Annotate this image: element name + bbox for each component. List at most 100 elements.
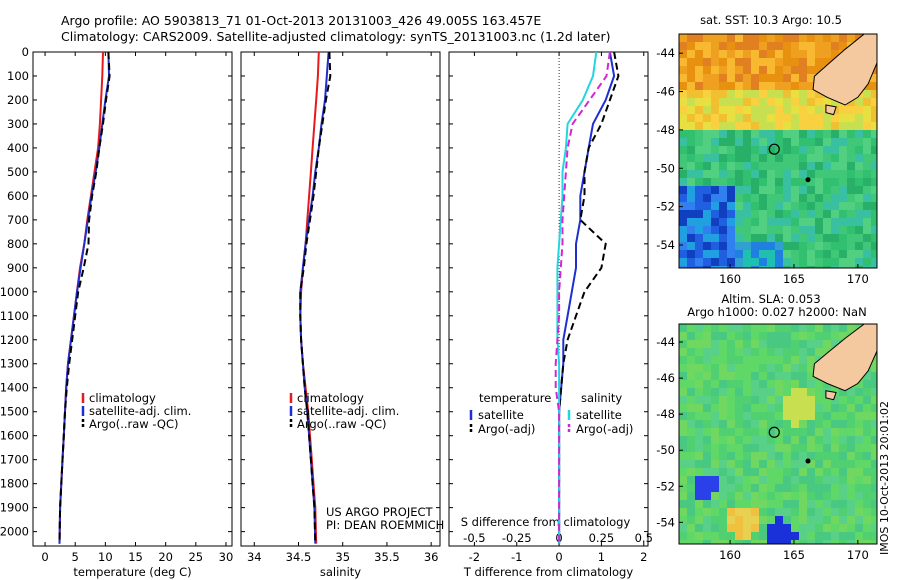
map-y-tick-label: -46 — [656, 371, 675, 385]
legend-label: Argo(..raw -QC) — [297, 417, 387, 431]
island-polygon — [825, 390, 837, 401]
map-field — [679, 324, 877, 544]
map-x-tick-label: 170 — [847, 548, 869, 562]
legend-label: satellite-adj. clim. — [297, 404, 399, 418]
legend-label: satellite — [576, 408, 622, 422]
map-y-tick-label: -46 — [656, 85, 675, 99]
depth-tick-label: 400 — [7, 141, 29, 155]
map-y-tick-label: -54 — [656, 515, 675, 529]
depth-tick-label: 1400 — [0, 381, 29, 395]
depth-tick-label: 1900 — [0, 501, 29, 515]
x-axis-label: temperature (deg C) — [73, 565, 191, 579]
sla-map-title: Altim. SLA: 0.053 — [721, 292, 820, 306]
legend-label: satellite-adj. clim. — [89, 404, 191, 418]
x-tick-label: 0 — [555, 550, 562, 564]
sst_map: 160 165 170 -44 -46 -48 -50 -52 -54 — [656, 33, 878, 286]
legend-group-title: temperature — [479, 391, 551, 405]
map-y-tick-label: -44 — [656, 335, 675, 349]
island-marker — [805, 458, 811, 464]
map-frame — [678, 323, 878, 545]
map-y-tick-label: -52 — [656, 200, 675, 214]
depth-tick-label: 1600 — [0, 429, 29, 443]
depth-tick-label: 1000 — [0, 285, 29, 299]
depth-tick-label: 100 — [7, 69, 29, 83]
island-marker — [805, 177, 811, 183]
series-salinity-argorawqc — [299, 51, 332, 544]
profile-panel-salinity: 34 34.5 35 35.5 36 salinity climatologysatelli… — [240, 51, 441, 579]
depth-tick-label: 1500 — [0, 405, 29, 419]
x-axis-label: salinity — [320, 565, 361, 579]
legend-label: climatology — [297, 391, 364, 405]
plot-frame — [240, 51, 441, 547]
map-y-tick-label: -48 — [656, 123, 675, 137]
x-tick-label: 0 — [41, 550, 48, 564]
depth-tick-label: 200 — [7, 93, 29, 107]
x-tick-label: 15 — [128, 550, 143, 564]
plot-frame — [32, 51, 233, 547]
depth-tick-label: 2000 — [0, 525, 29, 539]
pi-label: PI: DEAN ROEMMICH — [326, 518, 444, 532]
depth-tick-label: 0 — [22, 45, 29, 59]
profile-panel-temperature: 0100200300400500600700800900100011001200… — [0, 45, 233, 579]
s-tick-label: -0.5 — [463, 531, 485, 545]
map-y-tick-label: -48 — [656, 407, 675, 421]
x-tick-label: -1 — [511, 550, 522, 564]
map-y-tick-label: -50 — [656, 161, 675, 175]
legend-label: climatology — [89, 391, 156, 405]
x-tick-label: 25 — [188, 550, 203, 564]
sla_map: 160 165 170 -44 -46 -48 -50 -52 -54 — [656, 323, 878, 562]
legend-label: Argo(..raw -QC) — [89, 417, 179, 431]
legend-label: Argo(-adj) — [576, 422, 633, 436]
float-location-marker — [768, 426, 780, 438]
map-x-tick-label: 160 — [719, 548, 741, 562]
map-y-tick-label: -44 — [656, 46, 675, 60]
map-x-tick-label: 165 — [783, 272, 805, 286]
x-tick-label: 35.5 — [374, 550, 400, 564]
series-temperature-argorawqc — [58, 51, 111, 544]
map-x-tick-label: 160 — [719, 272, 741, 286]
x-tick-label: 5 — [72, 550, 79, 564]
legend-label: Argo(-adj) — [478, 422, 535, 436]
x-tick-label: 34.5 — [286, 550, 312, 564]
project-label: US ARGO PROJECT — [326, 505, 434, 519]
s-tick-label: -0.25 — [502, 531, 532, 545]
map-y-tick-label: -52 — [656, 479, 675, 493]
s-tick-label: 0.25 — [589, 531, 615, 545]
depth-tick-label: 1200 — [0, 333, 29, 347]
land-polygon — [812, 324, 877, 392]
x-tick-label: 34 — [247, 550, 262, 564]
figure-title-line2: Climatology: CARS2009. Satellite-adjuste… — [61, 29, 611, 44]
depth-tick-label: 1800 — [0, 477, 29, 491]
map-x-tick-label: 170 — [847, 272, 869, 286]
depth-tick-label: 1700 — [0, 453, 29, 467]
series-difference-argoadj — [554, 51, 611, 544]
figure-title-line1: Argo profile: AO 5903813_71 01-Oct-2013 … — [61, 13, 542, 28]
depth-tick-label: 1300 — [0, 357, 29, 371]
depth-tick-label: 1100 — [0, 309, 29, 323]
sla-map-subtitle: Argo h1000: 0.027 h2000: NaN — [687, 305, 866, 319]
x-tick-label: 36 — [424, 550, 439, 564]
island-polygon — [825, 104, 837, 116]
map-y-tick-label: -50 — [656, 443, 675, 457]
legend-group-title: salinity — [581, 391, 622, 405]
depth-tick-label: 900 — [7, 261, 29, 275]
profile-panel-difference: -2 -1 0 1 2 T difference from climatology -0.5… — [448, 51, 653, 579]
x-axis-label: T difference from climatology — [463, 565, 634, 579]
x-tick-label: 1 — [598, 550, 605, 564]
x-tick-label: 10 — [98, 550, 113, 564]
depth-tick-label: 300 — [7, 117, 29, 131]
map-y-tick-label: -54 — [656, 238, 675, 252]
float-location-marker — [768, 143, 780, 155]
plot-frame — [448, 51, 649, 547]
sst-map-title: sat. SST: 10.3 Argo: 10.5 — [700, 13, 842, 27]
s-axis-label: S difference from climatology — [461, 515, 631, 529]
depth-tick-label: 500 — [7, 165, 29, 179]
map-frame — [678, 33, 878, 269]
s-tick-label: 0.5 — [635, 531, 653, 545]
land-polygon — [812, 34, 877, 106]
x-tick-label: 30 — [219, 550, 234, 564]
x-tick-label: 35 — [335, 550, 350, 564]
depth-tick-label: 700 — [7, 213, 29, 227]
x-tick-label: 2 — [640, 550, 647, 564]
